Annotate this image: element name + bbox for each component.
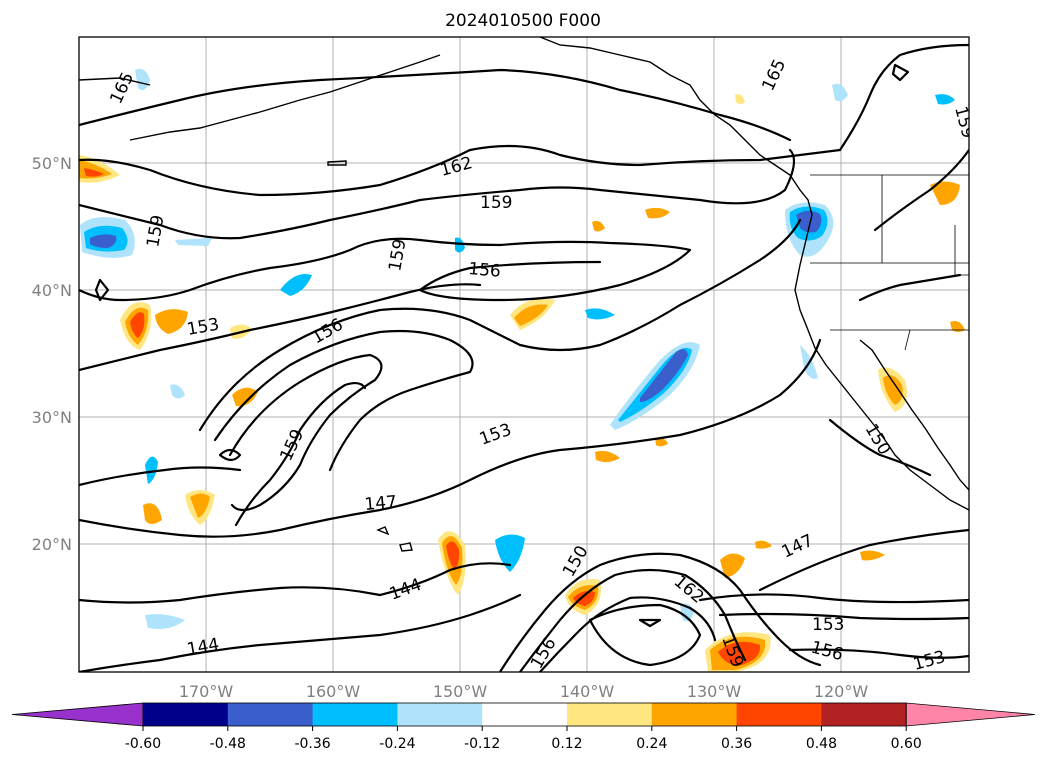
map-title: 2024010500 F000 [445,11,601,31]
lon-label: 130°W [687,682,742,701]
lat-label: 50°N [32,154,72,173]
lon-label: 150°W [433,682,488,701]
contour-labels: 165 165 159 162 159 159 159 156 156 153 … [106,56,969,672]
lon-label: 140°W [560,682,615,701]
colorbar-tick-label: 0.48 [806,736,837,752]
graticule [79,37,969,672]
colorbar-extend-low [11,702,144,727]
colorbar-tick-label: 0.36 [721,736,752,752]
contour-label: 153 [812,615,844,635]
colorbar-segment [736,703,822,726]
lon-label: 160°W [306,682,361,701]
colorbar-segment [651,703,738,726]
colorbar-extend-high [905,702,1036,727]
colorbar-outline [142,702,907,727]
shading-patches [79,68,965,672]
colorbar-tick-label: -0.48 [210,736,246,752]
lon-label: 170°W [179,682,234,701]
colorbar-tick-label: -0.12 [464,736,500,752]
lat-label: 30°N [32,408,72,427]
colorbar-tick-label: -0.24 [379,736,415,752]
colorbar-segment [567,703,653,726]
colorbar-tick-label: 0.24 [636,736,667,752]
colorbar: -0.60 -0.48 -0.36 -0.24 -0.12 0.12 0.24 0.36 0.4… [11,702,1036,752]
colorbar-segment [312,703,398,726]
colorbar-tick-label: -0.60 [125,736,161,752]
colorbar-segment [482,703,568,726]
latitude-labels: 50°N 40°N 30°N 20°N [32,154,72,554]
lat-label: 20°N [32,535,72,554]
lon-label: 120°W [814,682,869,701]
colorbar-segment [821,703,907,726]
contour-label: 159 [480,193,512,213]
colorbar-tick-label: 0.60 [891,736,922,752]
coastlines [79,37,969,552]
colorbar-tick-label: 0.12 [551,736,582,752]
colorbar-segment [143,703,229,726]
contour-label: 156 [468,259,502,282]
lat-label: 40°N [32,281,72,300]
colorbar-segment [397,703,483,726]
longitude-labels: 170°W 160°W 150°W 140°W 130°W 120°W [179,682,869,701]
colorbar-tick-label: -0.36 [294,736,330,752]
colorbar-segment [227,703,314,726]
height-contours [79,43,969,672]
contour-label: 147 [364,492,398,515]
map-frame [78,36,970,673]
map-area [79,37,969,672]
